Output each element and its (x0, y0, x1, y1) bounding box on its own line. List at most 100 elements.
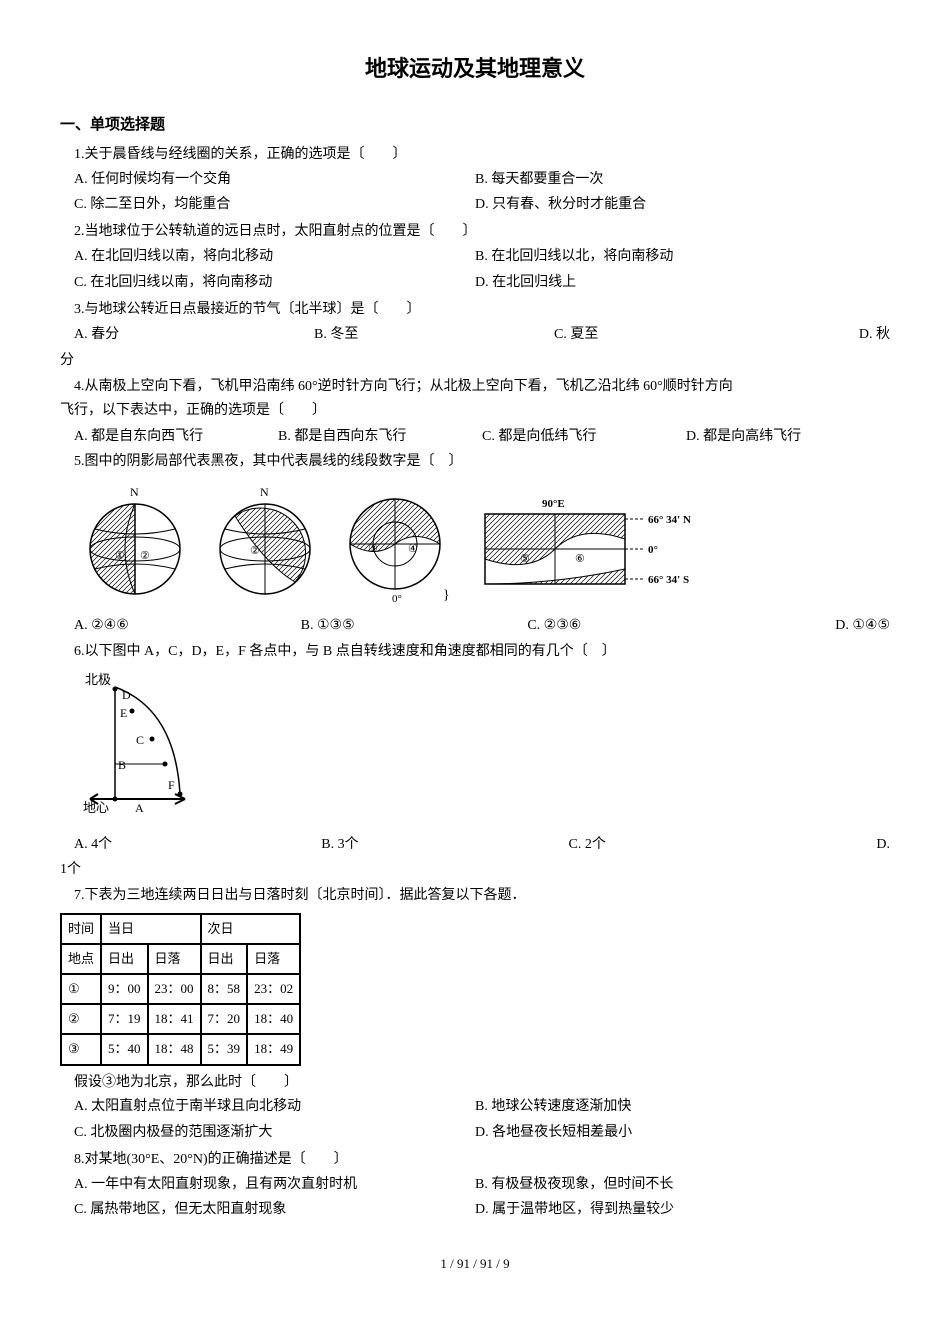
svg-text:}: } (443, 588, 450, 603)
q3-opt-b: B. 冬至 (314, 323, 554, 347)
diagram-circle-3: ③ ④ } 0° (340, 484, 460, 604)
question-3: 3.与地球公转近日点最接近的节气〔北半球〕是〔 〕 A. 春分 B. 冬至 C.… (60, 298, 890, 373)
th-next: 次日 (201, 914, 301, 944)
q5-opt-b: B. ①③⑤ (301, 614, 528, 638)
svg-text:地心: 地心 (83, 800, 109, 815)
svg-text:D: D (122, 688, 131, 702)
q5-text: 5.图中的阴影局部代表黑夜，其中代表晨线的线段数字是〔 〕 (60, 450, 890, 474)
q7-opt-b: B. 地球公转速度逐渐加快 (475, 1095, 890, 1119)
th-set1: 日落 (148, 944, 201, 974)
svg-text:①: ① (115, 550, 125, 562)
diagram-rect-4: ⑤ ⑥ 90°E 66° 34' N 0° 66° 34' S (480, 489, 700, 599)
q1-opt-c: C. 除二至日外，均能重合 (60, 193, 475, 217)
q1-opt-d: D. 只有春、秋分时才能重合 (475, 193, 890, 217)
question-7: 7.下表为三地连续两日日出与日落时刻〔北京时间〕．据此答复以下各题． 时间 当日… (60, 884, 890, 1146)
svg-text:B: B (118, 758, 126, 772)
table-row: ① 9：00 23：00 8：58 23：02 (61, 974, 300, 1004)
svg-text:A: A (135, 801, 144, 815)
table-row: ② 7：19 18：41 7：20 18：40 (61, 1004, 300, 1034)
th-today: 当日 (101, 914, 201, 944)
page-footer: 1 / 91 / 91 / 9 (60, 1253, 890, 1275)
svg-text:E: E (120, 706, 127, 720)
q5-opt-d: D. ①④⑤ (754, 614, 890, 638)
svg-text:北极: 北极 (85, 672, 111, 687)
q6-opt-a: A. 4个 (74, 833, 321, 857)
q4-opt-c: C. 都是向低纬飞行 (482, 425, 686, 449)
question-8: 8.对某地(30°E、20°N)的正确描述是〔 〕 A. 一年中有太阳直射现象，… (60, 1148, 890, 1223)
question-5: 5.图中的阴影局部代表黑夜，其中代表晨线的线段数字是〔 〕 N ① ② N (60, 450, 890, 638)
q8-opt-c: C. 属热带地区，但无太阳直射现象 (60, 1198, 475, 1222)
q7-opt-a: A. 太阳直射点位于南半球且向北移动 (60, 1095, 475, 1119)
q3-opt-a: A. 春分 (74, 323, 314, 347)
q5-diagrams: N ① ② N ② (80, 484, 890, 604)
q2-text: 2.当地球位于公转轨道的远日点时，太阳直射点的位置是〔 〕 (60, 220, 890, 244)
q6-opt-b: B. 3个 (321, 833, 568, 857)
q8-text: 8.对某地(30°E、20°N)的正确描述是〔 〕 (60, 1148, 890, 1172)
question-2: 2.当地球位于公转轨道的远日点时，太阳直射点的位置是〔 〕 A. 在北回归线以南… (60, 220, 890, 295)
svg-text:②: ② (140, 550, 150, 562)
q2-options: A. 在北回归线以南，将向北移动 B. 在北回归线以北，将向南移动 C. 在北回… (60, 244, 890, 296)
th-rise1: 日出 (101, 944, 148, 974)
q8-opt-d: D. 属于温带地区，得到热量较少 (475, 1198, 890, 1222)
svg-text:0°: 0° (392, 593, 402, 604)
svg-text:F: F (168, 778, 175, 792)
q2-opt-a: A. 在北回归线以南，将向北移动 (60, 245, 475, 269)
svg-text:⑤: ⑤ (520, 553, 530, 565)
q7-options: A. 太阳直射点位于南半球且向北移动 B. 地球公转速度逐渐加快 C. 北极圈内… (60, 1094, 890, 1146)
th-time: 时间 (61, 914, 101, 944)
q4-opt-b: B. 都是自西向东飞行 (278, 425, 482, 449)
q4-opt-a: A. 都是自东向西飞行 (74, 425, 278, 449)
q4-text: 4.从南极上空向下看，飞机甲沿南纬 60°逆时针方向飞行；从北极上空向下看，飞机… (60, 375, 890, 399)
question-6: 6.以下图中 A，C，D，E，F 各点中，与 B 点自转线速度和角速度都相同的有… (60, 640, 890, 882)
svg-text:C: C (136, 733, 144, 747)
page-title: 地球运动及其地理意义 (60, 50, 890, 87)
q2-opt-b: B. 在北回归线以北，将向南移动 (475, 245, 890, 269)
svg-text:0°: 0° (648, 544, 658, 556)
svg-text:④: ④ (408, 543, 418, 555)
q3-text: 3.与地球公转近日点最接近的节气〔北半球〕是〔 〕 (60, 298, 890, 322)
th-set2: 日落 (247, 944, 300, 974)
q3-opt-d: D. 秋 (794, 323, 890, 347)
q3-opt-d-cont: 分 (60, 349, 890, 373)
th-place: 地点 (61, 944, 101, 974)
svg-text:N: N (260, 485, 269, 499)
svg-text:③: ③ (368, 543, 378, 555)
q6-opt-c: C. 2个 (569, 833, 816, 857)
th-rise2: 日出 (201, 944, 248, 974)
section-header: 一、单项选择题 (60, 112, 890, 138)
svg-text:②: ② (250, 545, 260, 557)
q8-opt-b: B. 有极昼极夜现象，但时间不长 (475, 1173, 890, 1197)
q3-opt-c: C. 夏至 (554, 323, 794, 347)
q6-opt-d-cont: 1个 (60, 858, 890, 882)
q4-opt-d: D. 都是向高纬飞行 (686, 425, 890, 449)
q1-text: 1.关于晨昏线与经线圈的关系，正确的选项是〔 〕 (60, 143, 890, 167)
q6-diagram: 北极 D E C B F A 地心 (80, 669, 890, 828)
q6-text: 6.以下图中 A，C，D，E，F 各点中，与 B 点自转线速度和角速度都相同的有… (60, 640, 890, 664)
svg-text:66° 34' S: 66° 34' S (648, 574, 689, 586)
n-label: N (130, 485, 139, 499)
q6-opt-d: D. (816, 833, 890, 857)
q2-opt-c: C. 在北回归线以南，将向南移动 (60, 271, 475, 295)
q7-sub: 假设③地为北京，那么此时〔 〕 (60, 1071, 890, 1095)
q1-opt-a: A. 任何时候均有一个交角 (60, 168, 475, 192)
svg-text:66° 34' N: 66° 34' N (648, 514, 691, 526)
table-row: ③ 5：40 18：48 5：39 18：49 (61, 1034, 300, 1064)
svg-text:90°E: 90°E (542, 498, 565, 510)
q5-opt-c: C. ②③⑥ (527, 614, 754, 638)
q1-opt-b: B. 每天都要重合一次 (475, 168, 890, 192)
q7-opt-d: D. 各地昼夜长短相差最小 (475, 1121, 890, 1145)
q5-opt-a: A. ②④⑥ (74, 614, 301, 638)
q4-text2: 飞行，以下表达中，正确的选项是〔 〕 (60, 399, 890, 423)
diagram-circle-2: N ② (210, 484, 320, 604)
question-4: 4.从南极上空向下看，飞机甲沿南纬 60°逆时针方向飞行；从北极上空向下看，飞机… (60, 375, 890, 448)
question-1: 1.关于晨昏线与经线圈的关系，正确的选项是〔 〕 A. 任何时候均有一个交角 B… (60, 143, 890, 218)
diagram-circle-1: N ① ② (80, 484, 190, 604)
q8-opt-a: A. 一年中有太阳直射现象，且有两次直射时机 (60, 1173, 475, 1197)
q7-opt-c: C. 北极圈内极昼的范围逐渐扩大 (60, 1121, 475, 1145)
q7-text: 7.下表为三地连续两日日出与日落时刻〔北京时间〕．据此答复以下各题． (60, 884, 890, 908)
q7-table: 时间 当日 次日 地点 日出 日落 日出 日落 ① 9：00 23：00 8：5… (60, 913, 301, 1065)
svg-text:⑥: ⑥ (575, 553, 585, 565)
q8-options: A. 一年中有太阳直射现象，且有两次直射时机 B. 有极昼极夜现象，但时间不长 … (60, 1172, 890, 1224)
q2-opt-d: D. 在北回归线上 (475, 271, 890, 295)
q1-options: A. 任何时候均有一个交角 B. 每天都要重合一次 C. 除二至日外，均能重合 … (60, 167, 890, 219)
